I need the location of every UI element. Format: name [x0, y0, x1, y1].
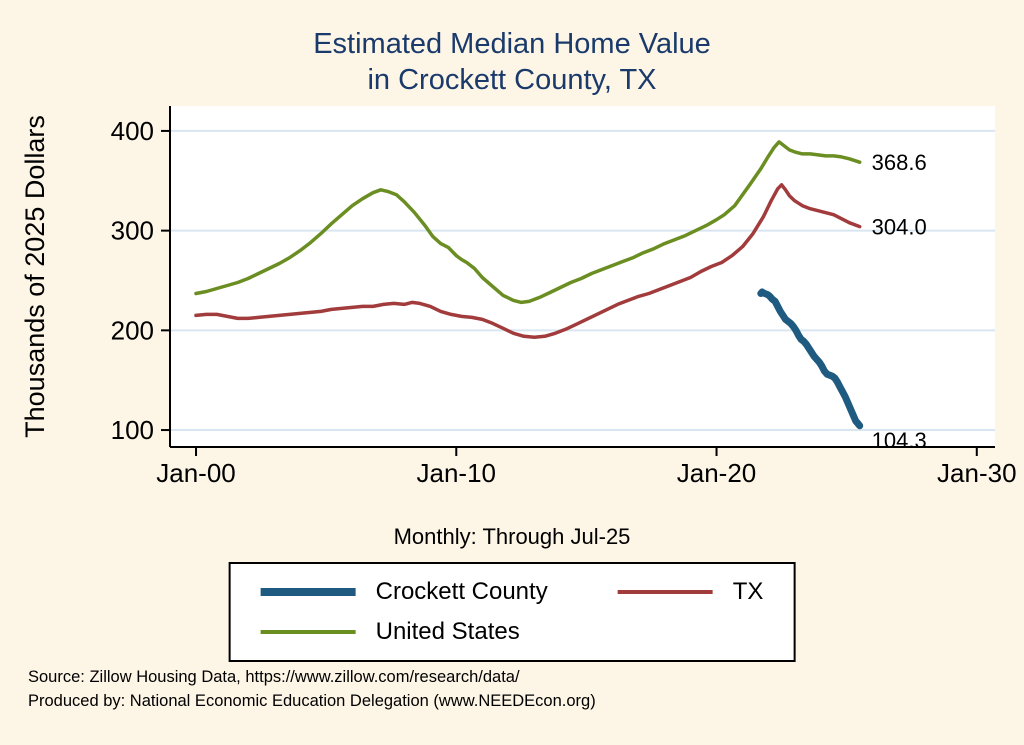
legend-label-crockett-county: Crockett County [375, 578, 548, 605]
x-tick-label: Jan-20 [677, 458, 757, 488]
source-line2: Produced by: National Economic Education… [28, 691, 596, 710]
y-tick-label: 300 [111, 216, 154, 246]
y-tick-label: 400 [111, 116, 154, 146]
chart-title-line1: Estimated Median Home Value [313, 28, 711, 60]
x-tick-label: Jan-30 [937, 458, 1017, 488]
legend-item-crockett-county: Crockett County [260, 578, 548, 606]
legend-label-united-states: United States [375, 618, 520, 645]
legend-item-tx: TX [617, 578, 764, 606]
y-tick-label: 100 [111, 415, 154, 445]
legend-line-sample-united-states [260, 630, 356, 634]
x-axis-title: Monthly: Through Jul-25 [393, 524, 631, 549]
y-axis-title: Thousands of 2025 Dollars [20, 115, 50, 438]
source-note: Source: Zillow Housing Data, https://www… [28, 666, 596, 714]
chart-title-line2: in Crockett County, TX [367, 64, 657, 97]
end-label-crockett-county: 104.3 [872, 428, 927, 453]
series-line-united-states [194, 140, 862, 305]
chart-legend: Crockett County TX United States [228, 562, 796, 662]
end-label-tx: 304.0 [872, 215, 927, 240]
end-label-united-states: 368.6 [872, 150, 927, 175]
chart-title: Estimated Median Home Value in Crockett … [0, 26, 1024, 99]
legend-label-tx: TX [732, 578, 764, 605]
series-line-tx [194, 183, 862, 340]
x-tick-label: Jan-10 [417, 458, 497, 488]
legend-line-sample-crockett-county [260, 588, 356, 596]
legend-line-sample-tx [617, 590, 713, 594]
legend-item-united-states: United States [260, 618, 548, 646]
series-line-crockett-county [757, 288, 864, 430]
x-tick-label: Jan-00 [156, 458, 236, 488]
source-line1: Source: Zillow Housing Data, https://www… [28, 668, 520, 686]
y-tick-label: 200 [111, 315, 154, 345]
